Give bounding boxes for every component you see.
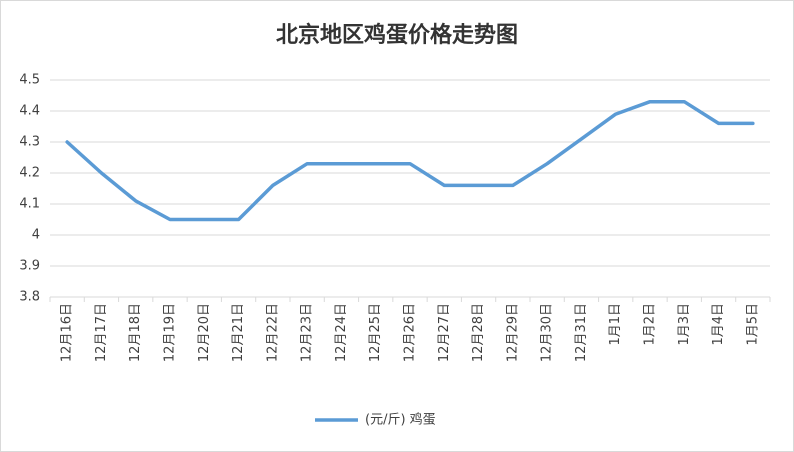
data-line [65, 99, 755, 222]
x-tick-label: 12月19日 [163, 303, 178, 362]
x-tick-label: 1月4日 [711, 303, 726, 346]
y-tick-label: 4.1 [19, 197, 40, 212]
x-tick-label: 12月24日 [334, 303, 349, 362]
chart-title: 北京地区鸡蛋价格走势图 [276, 22, 518, 48]
x-tick-label: 1月3日 [677, 303, 692, 346]
x-tick-label: 12月18日 [128, 303, 143, 362]
x-tick-label: 12月20日 [197, 303, 212, 362]
x-tick-label: 12月28日 [471, 303, 486, 362]
y-tick-label: 3.8 [19, 290, 40, 305]
x-tick-label: 12月21日 [231, 303, 246, 362]
x-tick-label: 12月22日 [265, 303, 280, 362]
y-tick-label: 4.3 [19, 135, 40, 150]
x-tick-label: 12月30日 [540, 303, 555, 362]
x-tick-label: 12月31日 [574, 303, 589, 362]
x-tick-label: 1月1日 [608, 303, 623, 346]
x-tick-label: 12月25日 [368, 303, 383, 362]
y-tick-label: 4.2 [19, 166, 40, 181]
legend-label: (元/斤) 鸡蛋 [365, 412, 436, 428]
x-tick-label: 1月5日 [745, 303, 760, 346]
x-tick-label: 12月17日 [94, 303, 109, 362]
x-tick-label: 12月16日 [60, 303, 75, 362]
y-tick-label: 3.9 [19, 259, 40, 274]
y-tick-label: 4.4 [19, 104, 40, 119]
x-tick-label: 12月26日 [403, 303, 418, 362]
x-tick-label: 1月2日 [643, 303, 658, 346]
x-tick-label: 12月23日 [300, 303, 315, 362]
x-tick-label: 12月29日 [505, 303, 520, 362]
y-tick-label: 4 [32, 228, 40, 243]
x-tick-label: 12月27日 [437, 303, 452, 362]
y-tick-label: 4.5 [19, 73, 40, 88]
